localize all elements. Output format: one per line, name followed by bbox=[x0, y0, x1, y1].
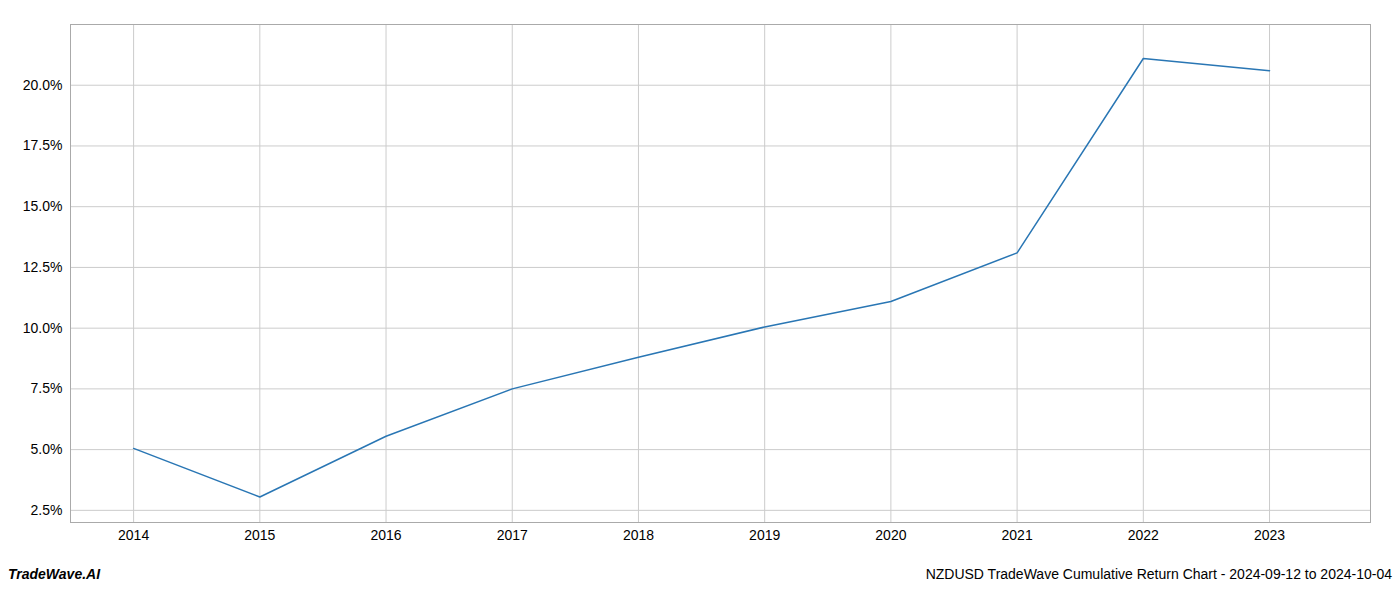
svg-text:5.0%: 5.0% bbox=[31, 441, 63, 457]
html-text:NZDUSD TradeWave Cumulative Re: NZDUSD TradeWave Cumulative Return Chart… bbox=[925, 566, 1392, 582]
svg-text:15.0%: 15.0% bbox=[23, 198, 63, 214]
svg-text:2017: 2017 bbox=[497, 527, 528, 543]
svg-text:20.0%: 20.0% bbox=[23, 77, 63, 93]
svg-text:2023: 2023 bbox=[1254, 527, 1285, 543]
html-text:TradeWave.AI: TradeWave.AI bbox=[8, 566, 101, 582]
svg-text:2020: 2020 bbox=[875, 527, 906, 543]
svg-text:2021: 2021 bbox=[1002, 527, 1033, 543]
svg-text:17.5%: 17.5% bbox=[23, 137, 63, 153]
svg-text:2.5%: 2.5% bbox=[31, 502, 63, 518]
svg-text:2022: 2022 bbox=[1128, 527, 1159, 543]
svg-text:2018: 2018 bbox=[623, 527, 654, 543]
svg-text:2019: 2019 bbox=[749, 527, 780, 543]
svg-text:10.0%: 10.0% bbox=[23, 320, 63, 336]
svg-text:12.5%: 12.5% bbox=[23, 259, 63, 275]
svg-text:7.5%: 7.5% bbox=[31, 380, 63, 396]
svg-text:2014: 2014 bbox=[118, 527, 149, 543]
svg-text:2015: 2015 bbox=[244, 527, 275, 543]
svg-text:2016: 2016 bbox=[370, 527, 401, 543]
